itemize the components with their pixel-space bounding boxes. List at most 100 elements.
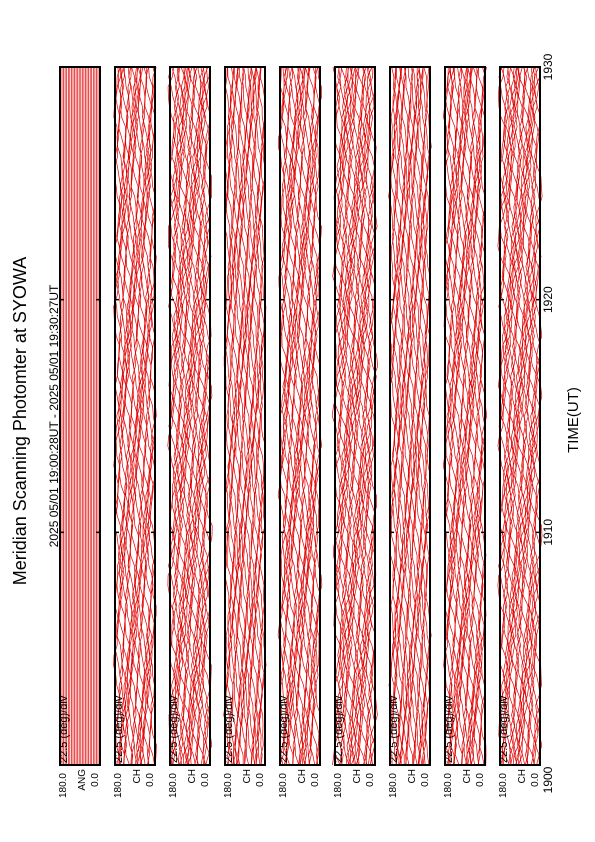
panel-channel: CH: [242, 769, 253, 783]
subtitle: 2025 05/01 19:00:28UT - 2025 05/01 19:30…: [47, 284, 61, 547]
trace: [341, 66, 352, 766]
trace: [201, 66, 211, 766]
panel: [388, 66, 432, 766]
trace: [399, 66, 407, 766]
panel-channel: CH: [132, 769, 143, 783]
panel-bottom-label: 0.0: [200, 773, 211, 787]
panel-scale: 22.5 (deg)/div: [388, 695, 400, 763]
trace: [409, 66, 417, 766]
panel-channel: CH: [462, 769, 473, 783]
trace: [305, 66, 315, 766]
trace: [256, 66, 264, 766]
panel-channel: CH: [297, 769, 308, 783]
trace: [246, 66, 255, 766]
panel-frame: [279, 66, 321, 766]
trace: [407, 66, 415, 766]
time-tick-label: 1910: [541, 519, 555, 546]
trace: [189, 66, 199, 766]
panel: [167, 66, 213, 766]
trace: [336, 66, 347, 766]
trace: [474, 66, 483, 766]
panel-scale: 22.5 (deg)/div: [333, 695, 345, 763]
panel-scale: 22.5 (deg)/div: [278, 695, 290, 763]
panel-bottom-label: 0.0: [310, 773, 321, 787]
trace: [401, 66, 408, 765]
trace: [186, 66, 197, 766]
panel-top-label: 180.0: [168, 773, 179, 798]
panel-channel: CH: [187, 769, 198, 783]
panel-frame: [334, 66, 376, 766]
trace: [478, 66, 488, 766]
panel-scale: 22.5 (deg)/div: [113, 695, 125, 763]
trace: [297, 66, 307, 766]
trace: [504, 66, 515, 766]
trace: [530, 66, 541, 766]
trace: [314, 66, 323, 766]
panel-scale: 22.5 (deg)/div: [223, 695, 235, 763]
panel-top-label: 180.0: [278, 773, 289, 798]
panel-frame: [499, 66, 541, 766]
trace: [148, 66, 157, 766]
panel-top-label: 180.0: [333, 773, 344, 798]
trace: [458, 66, 467, 766]
panel: [223, 66, 267, 766]
trace: [234, 66, 242, 766]
trace: [312, 66, 321, 766]
title: Meridian Scanning Photomter at SYOWA: [10, 257, 30, 585]
trace: [517, 66, 528, 766]
trace: [242, 66, 250, 766]
trace: [177, 66, 189, 766]
trace: [119, 66, 128, 766]
trace: [518, 66, 529, 766]
panel-top-label: 180.0: [113, 773, 124, 798]
panel: [442, 66, 488, 766]
panel-frame: [169, 66, 211, 766]
time-tick-label: 1930: [541, 53, 555, 80]
trace: [174, 66, 185, 766]
trace: [342, 66, 353, 766]
trace: [393, 66, 400, 766]
trace: [187, 66, 198, 766]
trace: [356, 66, 367, 766]
trace: [227, 66, 234, 765]
panel-bottom-label: 0.0: [530, 773, 541, 787]
trace: [170, 66, 181, 766]
panel-scale: 22.5 (deg)/div: [498, 695, 510, 763]
panel-frame: [114, 66, 156, 766]
panel-channel: ANG: [77, 769, 88, 791]
trace: [352, 66, 363, 766]
trace: [144, 66, 153, 766]
trace: [497, 66, 508, 766]
panel-top-label: 180.0: [498, 773, 509, 798]
time-tick-label: 1900: [541, 766, 555, 793]
trace: [410, 66, 418, 766]
trace: [445, 66, 454, 766]
trace: [394, 66, 403, 766]
panel-channel: CH: [352, 769, 363, 783]
trace: [397, 66, 406, 766]
panel-top-label: 180.0: [58, 773, 69, 798]
panel-bottom-label: 0.0: [90, 773, 101, 787]
trace: [134, 66, 143, 766]
trace: [344, 66, 355, 766]
trace: [302, 66, 312, 766]
trace: [498, 66, 509, 766]
trace: [419, 66, 427, 766]
trace: [364, 66, 376, 766]
trace: [136, 66, 145, 766]
trace: [193, 66, 204, 766]
axis-label: TIME(UT): [565, 387, 582, 453]
panel-frame: [224, 66, 266, 766]
trace: [415, 66, 423, 766]
panel-top-label: 180.0: [443, 773, 454, 798]
panel-frame: [59, 66, 101, 766]
trace: [237, 66, 245, 766]
trace: [146, 66, 156, 766]
trace: [354, 66, 364, 766]
panel: [59, 66, 101, 766]
trace: [477, 66, 486, 766]
trace: [350, 66, 361, 766]
trace: [291, 66, 301, 766]
trace: [514, 66, 524, 766]
trace: [531, 66, 541, 766]
